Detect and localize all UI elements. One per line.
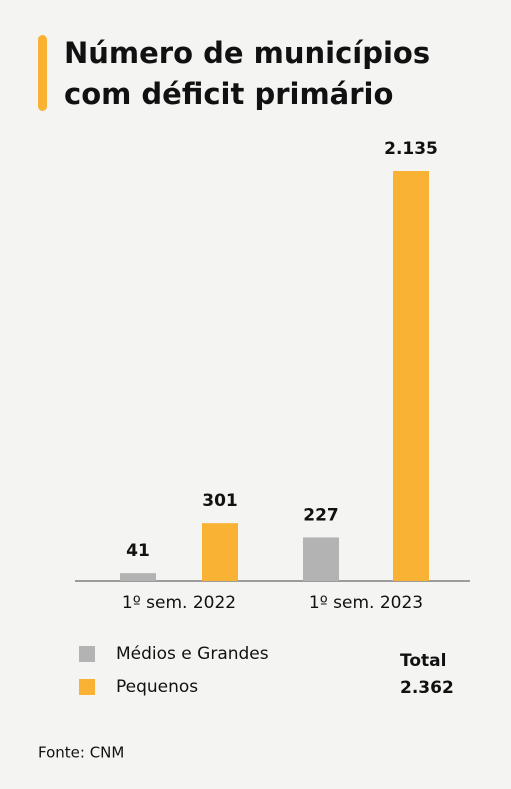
bar [202, 523, 238, 581]
bar [393, 171, 429, 581]
title-accent [38, 35, 47, 111]
total-label: Total [400, 651, 446, 671]
legend-swatch [79, 679, 95, 695]
value-label: 301 [202, 491, 238, 511]
legend-label: Pequenos [116, 677, 198, 697]
x-tick-label: 1º sem. 2023 [309, 593, 423, 613]
x-tick-label: 1º sem. 2022 [122, 593, 236, 613]
bar [120, 573, 156, 581]
value-label: 41 [126, 541, 150, 561]
total-value: 2.362 [400, 678, 454, 698]
bar [303, 537, 339, 581]
source: Fonte: CNM [38, 744, 124, 762]
value-label: 227 [303, 505, 339, 525]
chart-title: com déficit primário [64, 77, 393, 111]
legend-label: Médios e Grandes [116, 644, 269, 664]
value-label: 2.135 [384, 139, 438, 159]
chart-title: Número de municípios [64, 36, 430, 70]
legend-swatch [79, 646, 95, 662]
